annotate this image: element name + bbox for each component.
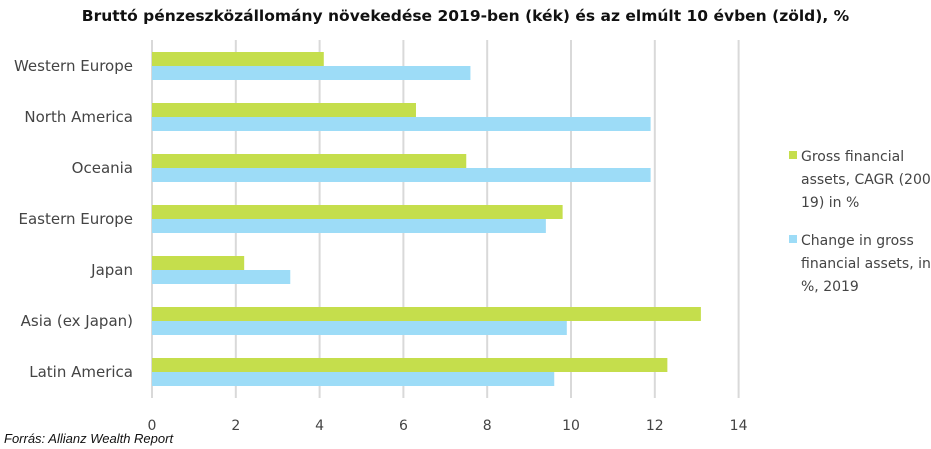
x-axis: 0 2 4 6 8 10 12 14 — [148, 418, 748, 434]
x-tick-label: 10 — [562, 418, 580, 434]
legend-swatch — [789, 151, 797, 159]
legend-label: %, 2019 — [801, 279, 859, 295]
category-label: Western Europe — [14, 57, 133, 75]
bar-cagr — [152, 205, 563, 219]
bar-change-2019 — [152, 270, 291, 284]
legend-label: 19) in % — [801, 195, 859, 211]
category-label: North America — [24, 108, 133, 126]
bar-change-2019 — [152, 321, 567, 335]
x-tick-label: 6 — [399, 418, 408, 434]
bar-cagr — [152, 154, 467, 168]
legend-label: assets, CAGR (2009- — [801, 172, 931, 188]
x-tick-label: 0 — [148, 418, 157, 434]
bar-change-2019 — [152, 372, 555, 386]
bar-cagr — [152, 358, 668, 372]
category-label: Asia (ex Japan) — [21, 312, 133, 330]
bar-cagr — [152, 256, 245, 270]
bars — [152, 52, 701, 386]
category-labels: Western Europe North America Oceania Easter… — [14, 57, 133, 381]
x-tick-label: 12 — [646, 418, 664, 434]
legend-label: Change in gross — [801, 233, 914, 249]
x-tick-label: 8 — [483, 418, 492, 434]
bar-change-2019 — [152, 117, 651, 131]
chart-title: Bruttó pénzeszközállomány növekedése 201… — [81, 7, 850, 25]
x-tick-label: 2 — [231, 418, 240, 434]
x-tick-label: 14 — [730, 418, 748, 434]
x-tick-label: 4 — [315, 418, 324, 434]
legend-swatch — [789, 235, 797, 243]
bar-change-2019 — [152, 66, 471, 80]
legend-label: Gross financial — [801, 149, 904, 165]
bar-change-2019 — [152, 219, 546, 233]
bar-cagr — [152, 103, 416, 117]
bar-change-2019 — [152, 168, 651, 182]
bar-cagr — [152, 52, 324, 66]
category-label: Latin America — [29, 363, 133, 381]
legend: Gross financial assets, CAGR (2009- 19) in… — [789, 149, 931, 295]
category-label: Oceania — [72, 159, 133, 177]
category-label: Eastern Europe — [18, 210, 133, 228]
source-note: Forrás: Allianz Wealth Report — [4, 431, 174, 446]
legend-label: financial assets, in — [801, 256, 931, 272]
bar-cagr — [152, 307, 701, 321]
category-label: Japan — [90, 261, 133, 279]
